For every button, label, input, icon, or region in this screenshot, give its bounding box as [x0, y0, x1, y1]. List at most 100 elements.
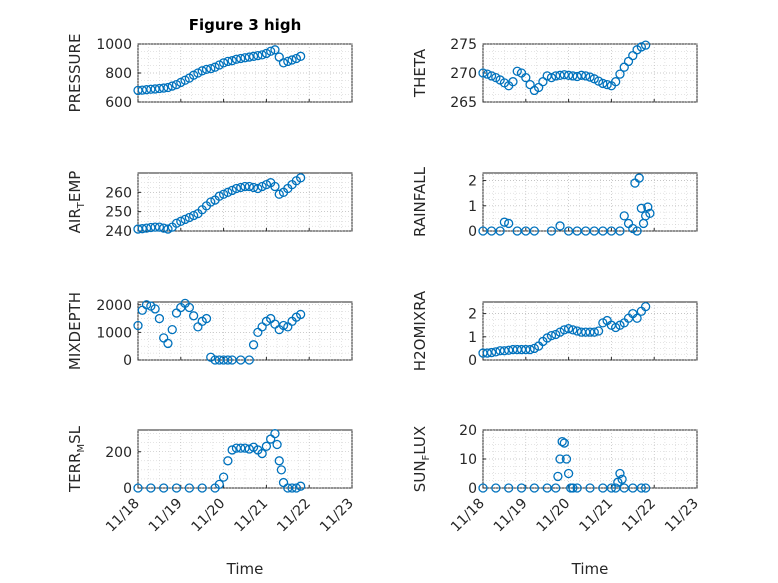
- y-tick-label: 250: [105, 205, 132, 221]
- y-tick-label: 0: [123, 481, 132, 497]
- data-point: [197, 483, 207, 493]
- y-axis-label: PRESSURE: [66, 34, 84, 113]
- y-tick-label: 0: [468, 224, 477, 240]
- data-point: [261, 179, 272, 190]
- data-point: [193, 68, 203, 78]
- data-point: [236, 182, 246, 193]
- data-point: [171, 79, 182, 90]
- data-point: [585, 327, 595, 337]
- data-point: [568, 483, 578, 493]
- data-point: [615, 468, 625, 479]
- data-point: [274, 456, 284, 466]
- data-point: [188, 70, 199, 80]
- data-point: [508, 77, 518, 87]
- y-tick-label: 1: [468, 199, 477, 215]
- x-axis-label-right: Time: [571, 560, 609, 578]
- data-point: [491, 483, 501, 493]
- data-point: [529, 226, 540, 236]
- data-point: [240, 53, 250, 63]
- data-point: [214, 60, 224, 70]
- data-point: [559, 70, 569, 80]
- data-point: [559, 438, 569, 448]
- data-point: [171, 483, 182, 493]
- data-point: [274, 189, 284, 199]
- data-point: [248, 182, 259, 193]
- x-tick-label: 11/22: [274, 496, 314, 536]
- data-point: [555, 454, 565, 464]
- data-point: [482, 348, 492, 358]
- data-point: [231, 54, 242, 64]
- data-point: [184, 212, 195, 223]
- data-point: [261, 441, 272, 451]
- data-point: [563, 70, 574, 80]
- data-point: [167, 324, 177, 335]
- data-point: [504, 483, 514, 493]
- data-point: [188, 311, 199, 321]
- data-point: [214, 479, 224, 490]
- data-point: [546, 330, 557, 341]
- data-point: [615, 226, 625, 236]
- y-axis-label: AIRTEMP: [66, 171, 87, 234]
- data-point: [223, 355, 233, 365]
- data-point: [244, 181, 254, 192]
- data-point: [499, 217, 510, 227]
- y-axis-label: SUNFLUX: [411, 426, 432, 492]
- data-point: [521, 344, 531, 355]
- y-tick-label: 240: [105, 224, 132, 240]
- data-point: [295, 309, 306, 320]
- data-point: [643, 202, 653, 212]
- data-point: [525, 344, 535, 355]
- data-point: [615, 69, 625, 79]
- data-point: [137, 224, 147, 234]
- data-point: [150, 304, 160, 314]
- x-tick-label: 11/19: [146, 496, 186, 536]
- axes-box: [482, 172, 698, 232]
- y-tick-label: 200: [105, 445, 132, 461]
- data-point: [231, 183, 242, 194]
- y-tick-label: 0: [468, 481, 477, 497]
- data-point: [593, 326, 604, 336]
- data-point: [291, 53, 302, 64]
- data-point: [632, 226, 642, 236]
- x-tick-label: 11/20: [534, 496, 574, 536]
- data-point: [167, 81, 177, 91]
- axes-box: [137, 429, 353, 489]
- y-axis-label: THETA: [411, 48, 429, 98]
- data-point: [184, 302, 195, 313]
- panel-sun-flux: 11/18 11/19 11/20 11/21 11/22 11/23 0 10 20 SUNFL…: [411, 423, 702, 535]
- data-point: [491, 347, 501, 357]
- data-point: [141, 223, 152, 233]
- data-point: [572, 326, 582, 336]
- data-point: [210, 62, 220, 72]
- data-point: [529, 483, 540, 493]
- data-point: [598, 78, 608, 89]
- data-point: [266, 46, 276, 56]
- data-point: [248, 340, 259, 350]
- data-point: [276, 465, 287, 475]
- data-point: [253, 50, 263, 61]
- data-point: [159, 83, 169, 93]
- data-point: [291, 483, 302, 493]
- data-point: [227, 185, 237, 196]
- data-point: [261, 48, 272, 59]
- data-point: [611, 77, 621, 87]
- data-point: [154, 222, 165, 232]
- data-point: [581, 71, 591, 81]
- data-point: [295, 51, 306, 61]
- x-tick-label: 11/18: [448, 496, 488, 536]
- data-point: [619, 211, 629, 221]
- data-point: [617, 474, 627, 484]
- data-point: [636, 203, 647, 213]
- x-axis-label-left: Time: [226, 560, 264, 578]
- panel-air-temp: 240 250 260 AIRTEMP: [66, 171, 353, 240]
- data-point: [150, 222, 160, 232]
- data-point: [516, 483, 527, 493]
- data-point: [227, 445, 237, 455]
- x-tick-label: 11/21: [576, 496, 616, 536]
- data-point: [270, 45, 280, 55]
- y-tick-label: 275: [450, 37, 477, 53]
- data-point: [278, 58, 289, 68]
- data-point: [248, 51, 259, 61]
- y-axis-label: TERRMSL: [66, 425, 87, 493]
